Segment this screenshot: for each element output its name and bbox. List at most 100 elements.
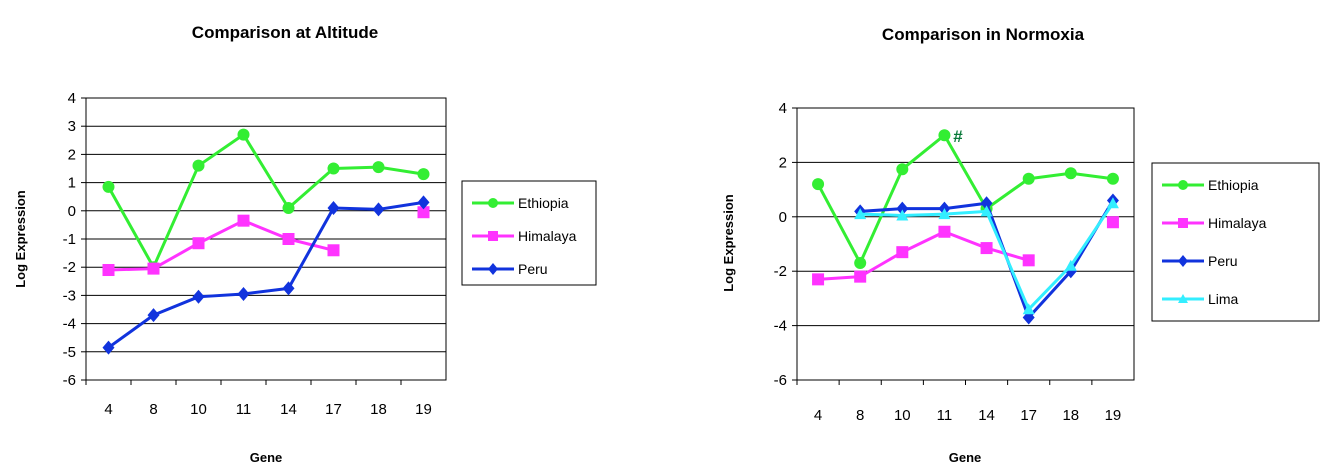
data-point <box>1022 254 1035 267</box>
legend-label: Himalaya <box>518 228 577 244</box>
y-tick-label: -4 <box>774 318 787 335</box>
series-line <box>817 230 1030 281</box>
x-tick-label: 18 <box>370 401 387 418</box>
data-point <box>147 308 160 323</box>
data-point <box>102 264 115 277</box>
legend-entry-ethiopia: Ethiopia <box>472 195 569 211</box>
data-point <box>812 273 825 286</box>
series-peru <box>102 195 430 355</box>
chart-normoxia: Comparison in Normoxia 4 2 0 -2 -4 -6 4 8 10 11 1… <box>721 25 1320 465</box>
series-himalaya <box>102 206 430 277</box>
x-axis-label: Gene <box>250 450 283 465</box>
series-himalaya <box>812 216 1119 286</box>
data-point <box>282 281 295 296</box>
data-point <box>812 178 825 191</box>
y-tick-label: -2 <box>63 259 76 276</box>
y-tick-label: -6 <box>63 372 76 389</box>
legend-entry-peru: Peru <box>472 261 548 277</box>
data-point <box>327 200 340 215</box>
y-tick-label: -1 <box>63 231 76 248</box>
legend-label: Peru <box>1208 253 1238 269</box>
data-point <box>938 129 951 142</box>
series-lima <box>854 197 1119 315</box>
legend-swatch-marker <box>1178 218 1188 228</box>
x-tick-label: 19 <box>1105 407 1122 424</box>
y-axis-label: Log Expression <box>13 190 28 288</box>
legend-box <box>1151 162 1320 322</box>
series-ethiopia <box>102 128 430 274</box>
x-tick-label: 17 <box>325 401 342 418</box>
series-line <box>107 133 424 269</box>
data-point <box>282 233 295 245</box>
data-point <box>854 270 867 283</box>
y-tick-label: -2 <box>774 263 787 280</box>
legend-label: Ethiopia <box>1208 177 1259 193</box>
data-point <box>372 202 385 217</box>
data-point <box>192 289 205 304</box>
legend-label: Peru <box>518 261 548 277</box>
legend: Ethiopia Himalaya Peru Lima <box>1151 162 1320 322</box>
data-point <box>282 201 295 214</box>
legend-label: Ethiopia <box>518 195 569 211</box>
data-point <box>938 225 951 238</box>
chart-altitude: Comparison at Altitude 43210-1-2-3-4-5-6… <box>13 23 597 465</box>
data-point <box>980 205 993 217</box>
data-point <box>1106 197 1119 209</box>
y-tick-label: 3 <box>68 118 76 135</box>
legend-swatch-marker <box>1178 180 1188 190</box>
legend-entry-peru: Peru <box>1162 253 1238 269</box>
series-ethiopia <box>812 129 1119 270</box>
data-point <box>896 209 909 221</box>
legend-swatch-marker <box>488 198 498 208</box>
series-line <box>108 219 334 272</box>
y-tick-label: -4 <box>63 316 76 333</box>
legend: Ethiopia Himalaya Peru <box>461 180 597 286</box>
x-tick-label: 11 <box>937 407 953 424</box>
data-point <box>1064 259 1077 271</box>
data-point <box>854 257 867 270</box>
data-point <box>1022 303 1035 315</box>
legend-entry-himalaya: Himalaya <box>472 228 577 244</box>
data-point <box>896 163 909 176</box>
data-point <box>1106 216 1119 229</box>
legend-label: Himalaya <box>1208 215 1267 231</box>
x-tick-label: 17 <box>1020 407 1037 424</box>
data-point <box>192 159 205 172</box>
legend-entry-ethiopia: Ethiopia <box>1162 177 1259 193</box>
y-axis-label: Log Expression <box>721 194 736 292</box>
data-point <box>417 168 430 181</box>
x-tick-label: 8 <box>856 407 864 424</box>
legend-swatch-marker <box>1178 255 1188 267</box>
y-tick-label: -5 <box>63 344 76 361</box>
data-point <box>327 162 340 175</box>
x-tick-label: 4 <box>814 407 822 424</box>
data-point <box>1106 172 1119 185</box>
data-point <box>327 244 340 257</box>
data-point <box>417 195 430 210</box>
data-point <box>938 208 951 220</box>
data-point <box>1022 172 1035 185</box>
x-tick-label: 14 <box>280 401 297 418</box>
y-tick-label: 4 <box>68 90 76 107</box>
data-point <box>854 208 867 220</box>
data-point <box>192 237 205 250</box>
data-point <box>980 242 993 255</box>
y-tick-label: 0 <box>779 209 787 226</box>
y-tick-label: 4 <box>779 100 787 117</box>
significance-marker: # <box>953 127 963 146</box>
data-point <box>1064 167 1077 180</box>
legend-entry-himalaya: Himalaya <box>1162 215 1267 231</box>
data-point <box>102 180 115 193</box>
data-point <box>896 246 909 259</box>
data-point <box>237 128 250 141</box>
x-tick-label: 4 <box>104 401 112 418</box>
x-tick-label: 8 <box>149 401 157 418</box>
x-tick-label: 11 <box>236 401 252 418</box>
x-tick-label: 10 <box>190 401 207 418</box>
series-line <box>107 200 424 349</box>
plot-area <box>796 107 1135 381</box>
series-line <box>816 133 1114 265</box>
data-point <box>896 201 909 216</box>
legend-label: Lima <box>1208 291 1239 307</box>
